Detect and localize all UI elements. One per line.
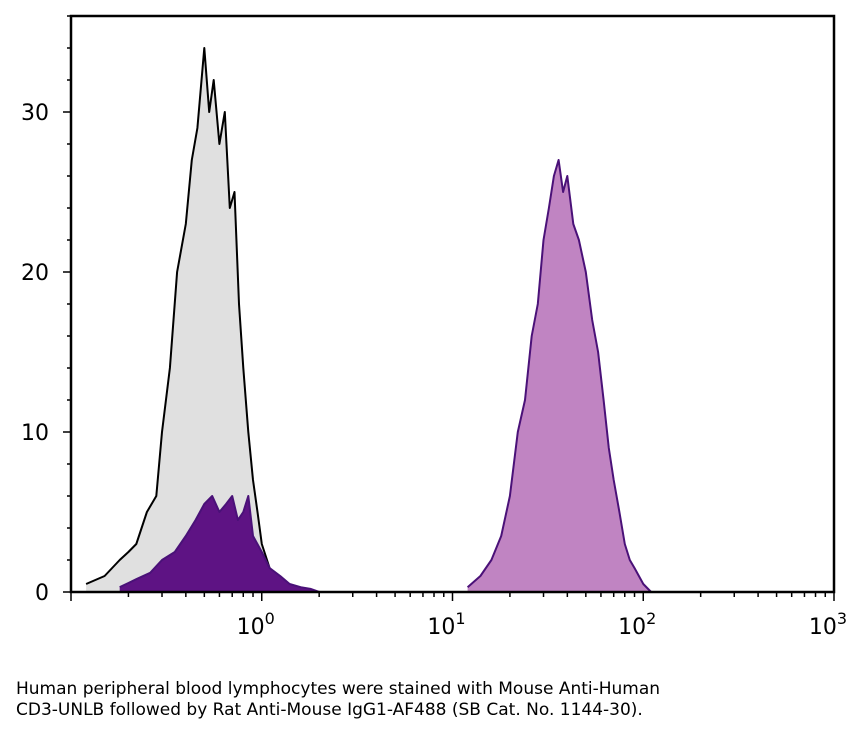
y-tick-label: 0 xyxy=(35,581,49,606)
y-tick-label: 10 xyxy=(21,421,49,446)
series-3-area xyxy=(467,160,652,592)
y-tick-label: 30 xyxy=(21,101,49,126)
series-2-line xyxy=(119,495,320,593)
histogram-chart: 0 10 20 30 100 101 102 103 xyxy=(21,14,847,640)
x-tick-label: 103 xyxy=(809,609,847,640)
y-tick-label: 20 xyxy=(21,261,49,286)
series-layer xyxy=(85,47,652,593)
caption-line-2: CD3-UNLB followed by Rat Anti-Mouse IgG1… xyxy=(16,700,643,720)
plot-frame xyxy=(69,14,836,594)
series-1-area xyxy=(86,48,296,592)
figure-caption: Human peripheral blood lymphocytes were … xyxy=(16,679,836,721)
series-3-line xyxy=(466,159,652,593)
caption-line-1: Human peripheral blood lymphocytes were … xyxy=(16,679,661,699)
x-tick-label: 101 xyxy=(427,609,465,640)
x-tick-label: 102 xyxy=(618,609,656,640)
x-tick-label: 100 xyxy=(237,609,275,640)
series-1-line xyxy=(85,47,296,593)
